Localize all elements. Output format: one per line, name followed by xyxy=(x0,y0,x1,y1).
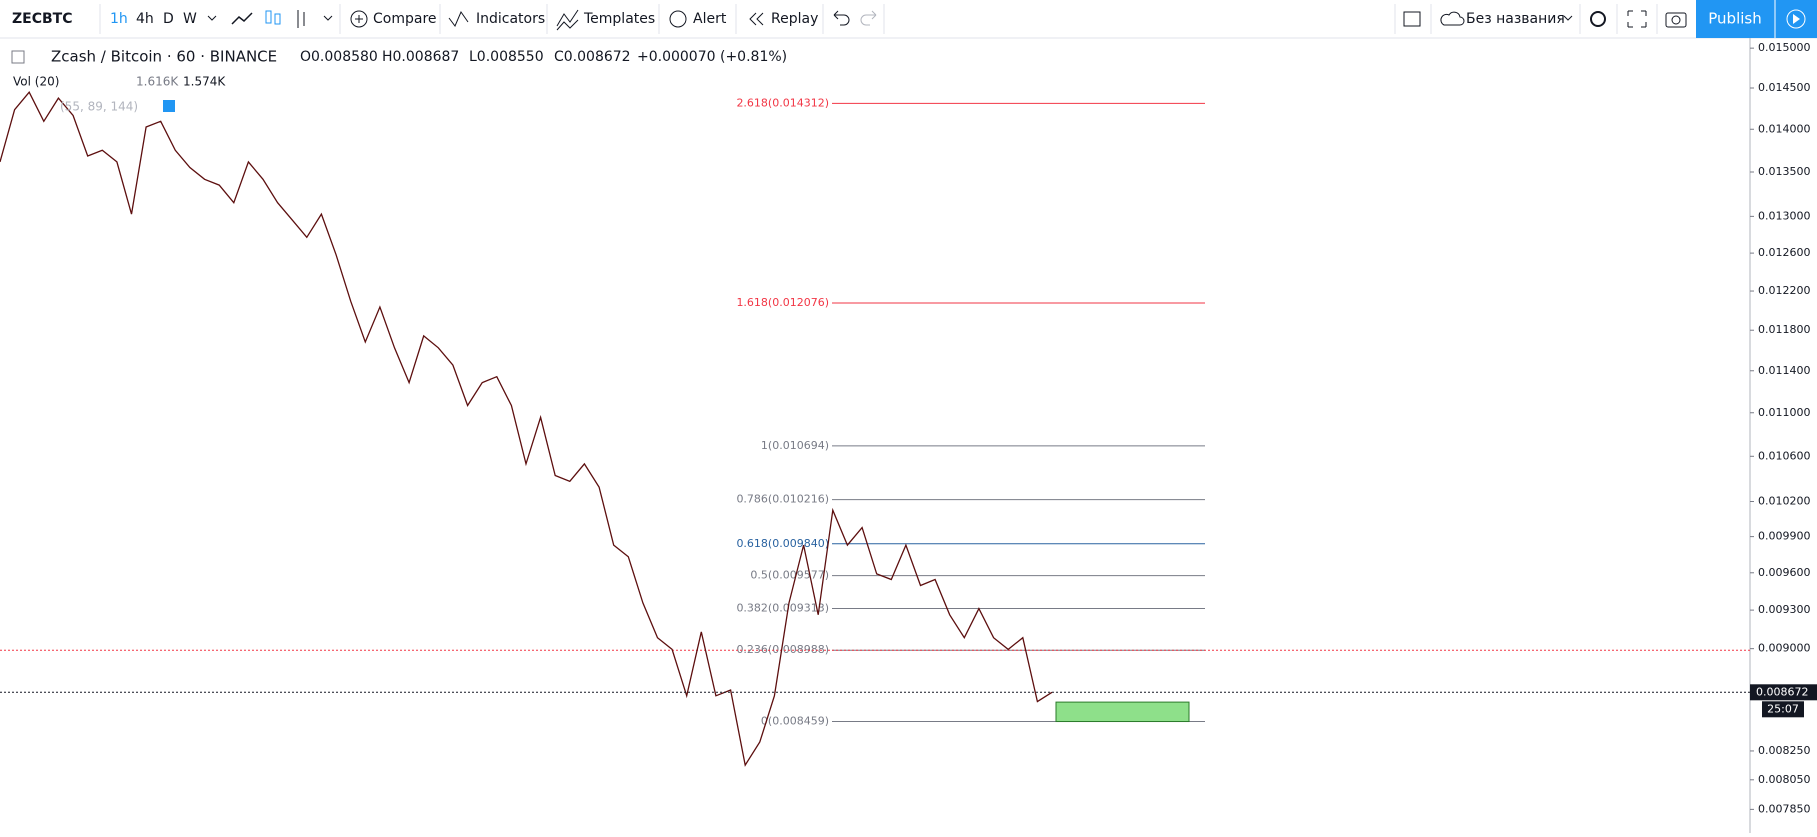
y-tick-label: 0.014000 xyxy=(1758,122,1811,135)
y-tick-label: 0.007850 xyxy=(1758,802,1811,815)
volume-value: 1.574K xyxy=(183,75,226,89)
visibility-icon[interactable] xyxy=(163,100,175,112)
alert-icon[interactable] xyxy=(669,10,687,28)
last-price-label: 0.008672 xyxy=(1756,685,1809,698)
y-tick-label: 0.012600 xyxy=(1758,246,1811,259)
fib-label: 1(0.010694) xyxy=(761,439,829,452)
y-tick-label: 0.010200 xyxy=(1758,495,1811,508)
y-tick-label: 0.011000 xyxy=(1758,406,1811,419)
y-tick-label: 0.009000 xyxy=(1758,642,1811,655)
y-tick-label: 0.014500 xyxy=(1758,81,1811,94)
candle-icon[interactable] xyxy=(265,10,272,24)
interval[interactable]: 4h xyxy=(136,11,154,27)
y-tick-label: 0.013500 xyxy=(1758,165,1811,178)
y-tick-label: 0.009300 xyxy=(1758,603,1811,616)
alert-button[interactable]: Alert xyxy=(693,11,727,27)
y-tick-label: 0.011800 xyxy=(1758,323,1811,336)
interval[interactable]: 1h xyxy=(110,11,128,27)
volume-value: 1.616K xyxy=(136,75,179,89)
price-line xyxy=(0,91,1053,767)
y-tick-label: 0.008050 xyxy=(1758,773,1811,786)
layout-name[interactable]: Без названия xyxy=(1466,11,1565,27)
countdown-label: 25:07 xyxy=(1767,702,1799,715)
ohlc-open: O0.008580 xyxy=(300,49,378,65)
publish-label[interactable]: Publish xyxy=(1708,10,1761,28)
fib-label: 1.618(0.012076) xyxy=(736,296,829,309)
y-tick-label: 0.012200 xyxy=(1758,284,1811,297)
play-icon[interactable] xyxy=(1786,9,1806,29)
candle-icon[interactable] xyxy=(274,13,281,25)
countdown-box xyxy=(1762,701,1804,718)
y-tick-label: 0.009900 xyxy=(1758,530,1811,543)
last-price-box xyxy=(1750,684,1817,701)
y-tick-label: 0.009600 xyxy=(1758,566,1811,579)
fib-label: 0.382(0.009313) xyxy=(736,601,829,614)
y-tick-label: 0.010600 xyxy=(1758,449,1811,462)
compare-icon[interactable] xyxy=(350,10,368,28)
fullscreen-icon[interactable] xyxy=(1627,10,1647,28)
indicators-icon[interactable] xyxy=(448,10,469,27)
plot: 0.015000 0.014500 0.014000 0.013500 0.013000… xyxy=(0,41,1817,815)
fib-label: 2.618(0.014312) xyxy=(736,96,829,109)
undo-icon[interactable] xyxy=(833,10,850,26)
fib-label: 0.786(0.010216) xyxy=(736,493,829,506)
symbol[interactable]: ZECBTC xyxy=(12,11,72,27)
y-tick-label: 0.011400 xyxy=(1758,364,1811,377)
interval[interactable]: W xyxy=(183,11,197,27)
play-icon[interactable] xyxy=(1793,14,1800,24)
settings-icon[interactable] xyxy=(1590,11,1606,27)
bars-icon[interactable] xyxy=(297,10,305,28)
ohlc-low: L0.008550 xyxy=(469,49,544,65)
toolbar xyxy=(0,0,1817,38)
dropdown-icon[interactable] xyxy=(207,15,217,21)
replay-icon[interactable] xyxy=(749,12,764,26)
indicators-button[interactable]: Indicators xyxy=(476,11,545,27)
y-tick-label: 0.015000 xyxy=(1758,41,1811,54)
collapse-icon[interactable] xyxy=(11,50,25,64)
volume-name: Vol (20) xyxy=(13,75,59,89)
redo-icon[interactable] xyxy=(860,10,877,26)
fib-label: 0.5(0.009577) xyxy=(750,569,829,582)
fib-label: 0.236(0.008988) xyxy=(736,643,829,656)
ohlc-close: C0.008672 xyxy=(554,49,631,65)
compare-icon[interactable] xyxy=(355,15,363,23)
fib-label: 0.618(0.009840) xyxy=(736,537,829,550)
fullscreen-select-icon[interactable] xyxy=(1403,11,1421,27)
ohlc-change: +0.000070 (+0.81%) xyxy=(637,49,787,65)
interval[interactable]: D xyxy=(163,11,174,27)
fib-label: 0(0.008459) xyxy=(761,715,829,728)
ema-params: (55, 89, 144) xyxy=(60,100,138,114)
snapshot-icon[interactable] xyxy=(1671,15,1681,25)
instrument: Zcash / Bitcoin · 60 · BINANCE xyxy=(51,48,277,66)
compare-button[interactable]: Compare xyxy=(373,11,437,27)
y-tick-label: 0.008250 xyxy=(1758,744,1811,757)
dropdown-icon[interactable] xyxy=(1563,15,1573,21)
templates-icon[interactable] xyxy=(556,9,579,31)
rectangle xyxy=(1055,701,1190,723)
templates-button[interactable]: Templates xyxy=(583,11,655,27)
replay-button[interactable]: Replay xyxy=(771,11,818,27)
snapshot-icon[interactable] xyxy=(1665,12,1687,28)
ohlc-high: H0.008687 xyxy=(382,49,459,65)
line-style-icon[interactable] xyxy=(231,12,253,25)
cloud-icon[interactable] xyxy=(1440,11,1465,26)
y-tick-label: 0.013000 xyxy=(1758,209,1811,222)
dropdown-icon[interactable] xyxy=(323,15,333,21)
